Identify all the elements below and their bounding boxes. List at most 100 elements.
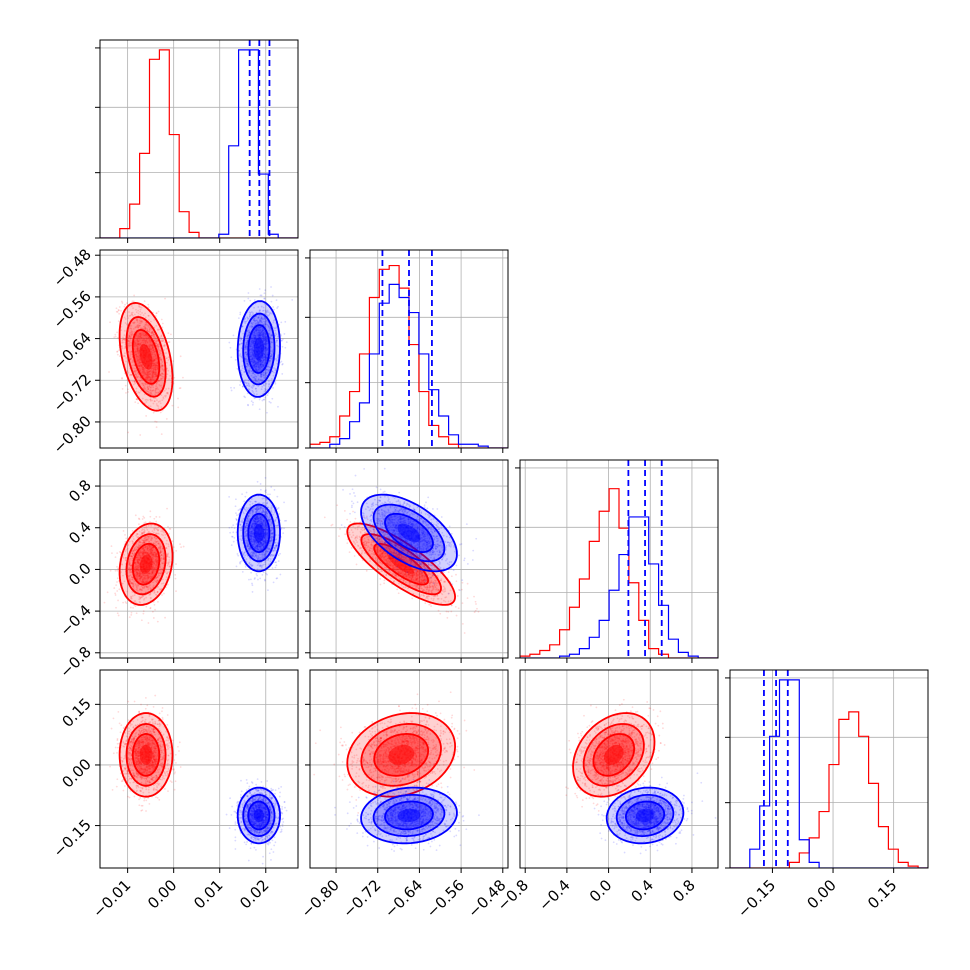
scatter-point xyxy=(130,333,133,336)
scatter-point xyxy=(141,330,144,333)
scatter-point xyxy=(136,372,139,374)
scatter-point xyxy=(161,368,164,371)
scatter-point xyxy=(150,328,153,330)
scatter-point xyxy=(172,360,175,362)
scatter-point xyxy=(132,328,135,330)
scatter-point xyxy=(160,374,162,377)
scatter-point xyxy=(263,297,266,300)
scatter-point xyxy=(153,362,156,365)
scatter-point xyxy=(139,313,142,316)
scatter-point xyxy=(147,337,150,340)
scatter-point xyxy=(264,347,267,350)
scatter-point xyxy=(255,393,258,396)
scatter-point xyxy=(128,336,130,338)
scatter-point xyxy=(145,329,148,332)
scatter-point xyxy=(157,600,159,603)
scatter-point xyxy=(159,362,162,365)
scatter-point xyxy=(153,355,155,358)
scatter-point xyxy=(135,353,138,356)
scatter-point xyxy=(149,510,152,513)
scatter-point xyxy=(132,314,134,317)
scatter-point xyxy=(257,368,260,371)
scatter-point xyxy=(148,375,151,378)
scatter-point xyxy=(136,398,139,401)
scatter-point xyxy=(135,344,137,347)
scatter-point xyxy=(154,350,156,353)
scatter-point xyxy=(152,402,155,405)
scatter-point xyxy=(252,376,254,379)
scatter-point xyxy=(137,342,140,345)
scatter-point xyxy=(118,349,121,352)
scatter-point xyxy=(168,378,170,380)
scatter-point xyxy=(239,380,242,383)
scatter-point xyxy=(147,379,150,381)
scatter-point xyxy=(275,564,278,567)
scatter-point xyxy=(177,406,180,409)
scatter-point xyxy=(143,338,146,341)
scatter-point xyxy=(150,379,153,382)
scatter-point xyxy=(124,533,126,536)
scatter-point xyxy=(154,397,157,400)
scatter-point xyxy=(245,353,248,356)
histogram-red xyxy=(100,49,298,238)
scatter-point xyxy=(156,328,159,331)
scatter-point xyxy=(151,331,153,334)
scatter-point xyxy=(127,337,130,340)
scatter-point xyxy=(243,370,246,373)
scatter-point xyxy=(249,342,252,345)
scatter-point xyxy=(257,326,260,328)
scatter-point xyxy=(142,368,145,371)
scatter-point xyxy=(116,569,119,572)
scatter-point xyxy=(253,319,256,322)
scatter-point xyxy=(158,379,161,382)
scatter-point xyxy=(154,368,157,371)
scatter-point xyxy=(142,341,145,344)
scatter-point xyxy=(275,299,278,302)
scatter-point xyxy=(178,387,181,390)
scatter-point xyxy=(162,375,165,378)
scatter-point xyxy=(157,391,160,394)
scatter-point xyxy=(147,375,150,377)
scatter-point xyxy=(155,387,157,390)
scatter-point xyxy=(264,341,267,344)
panel-content xyxy=(100,250,298,448)
scatter-point xyxy=(136,347,139,350)
scatter-point xyxy=(142,384,145,387)
scatter-point xyxy=(160,334,163,337)
scatter-point xyxy=(151,384,153,387)
scatter-point xyxy=(145,369,148,372)
scatter-point xyxy=(262,383,265,386)
scatter-point xyxy=(149,380,152,383)
scatter-point xyxy=(148,329,151,332)
scatter-point xyxy=(126,315,129,317)
scatter-point xyxy=(124,384,127,387)
scatter-point xyxy=(145,371,147,374)
scatter-point xyxy=(249,578,252,581)
scatter-point xyxy=(136,345,139,348)
scatter-point xyxy=(140,320,143,323)
scatter-point xyxy=(272,374,275,377)
scatter-point xyxy=(155,387,157,390)
scatter-point xyxy=(260,330,263,333)
scatter-point xyxy=(124,318,127,320)
scatter-point xyxy=(161,361,164,363)
scatter-point xyxy=(263,337,266,339)
scatter-point xyxy=(137,326,140,329)
scatter-point xyxy=(152,372,155,374)
scatter-point xyxy=(149,373,151,375)
scatter-point xyxy=(148,370,151,373)
scatter-point xyxy=(271,312,273,315)
scatter-point xyxy=(163,592,165,595)
scatter-point xyxy=(150,393,153,396)
scatter-point xyxy=(155,357,158,360)
scatter-point xyxy=(134,401,137,403)
scatter-point xyxy=(151,351,153,354)
scatter-point xyxy=(136,342,139,345)
scatter-point xyxy=(120,300,123,303)
scatter-point xyxy=(143,386,146,388)
scatter-point xyxy=(138,365,141,367)
scatter-point xyxy=(140,619,143,622)
scatter-point xyxy=(259,320,261,322)
scatter-point xyxy=(262,338,265,341)
scatter-point xyxy=(160,318,163,321)
